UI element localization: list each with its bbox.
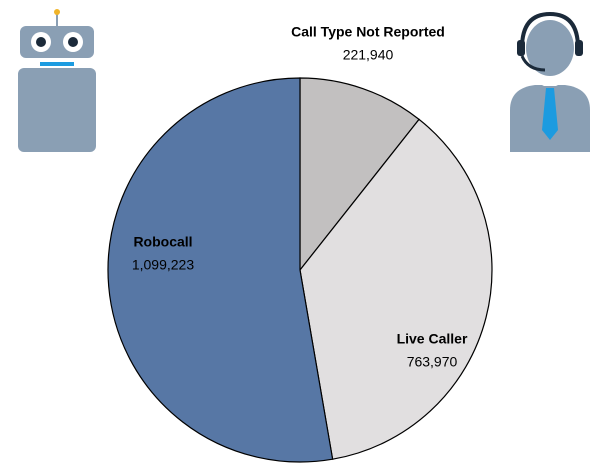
slice-label: Call Type Not Reported [291, 24, 445, 40]
person-icon [510, 11, 590, 152]
pie-slice [107, 77, 334, 463]
slice-label: Robocall [133, 234, 192, 250]
pie-slice [299, 77, 420, 272]
pie-slice [299, 118, 493, 460]
slice-value: 221,940 [343, 47, 394, 63]
slice-value: 763,970 [407, 354, 458, 370]
robot-icon [18, 9, 96, 152]
slice-value: 1,099,223 [132, 257, 194, 273]
slice-label: Live Caller [397, 331, 468, 347]
